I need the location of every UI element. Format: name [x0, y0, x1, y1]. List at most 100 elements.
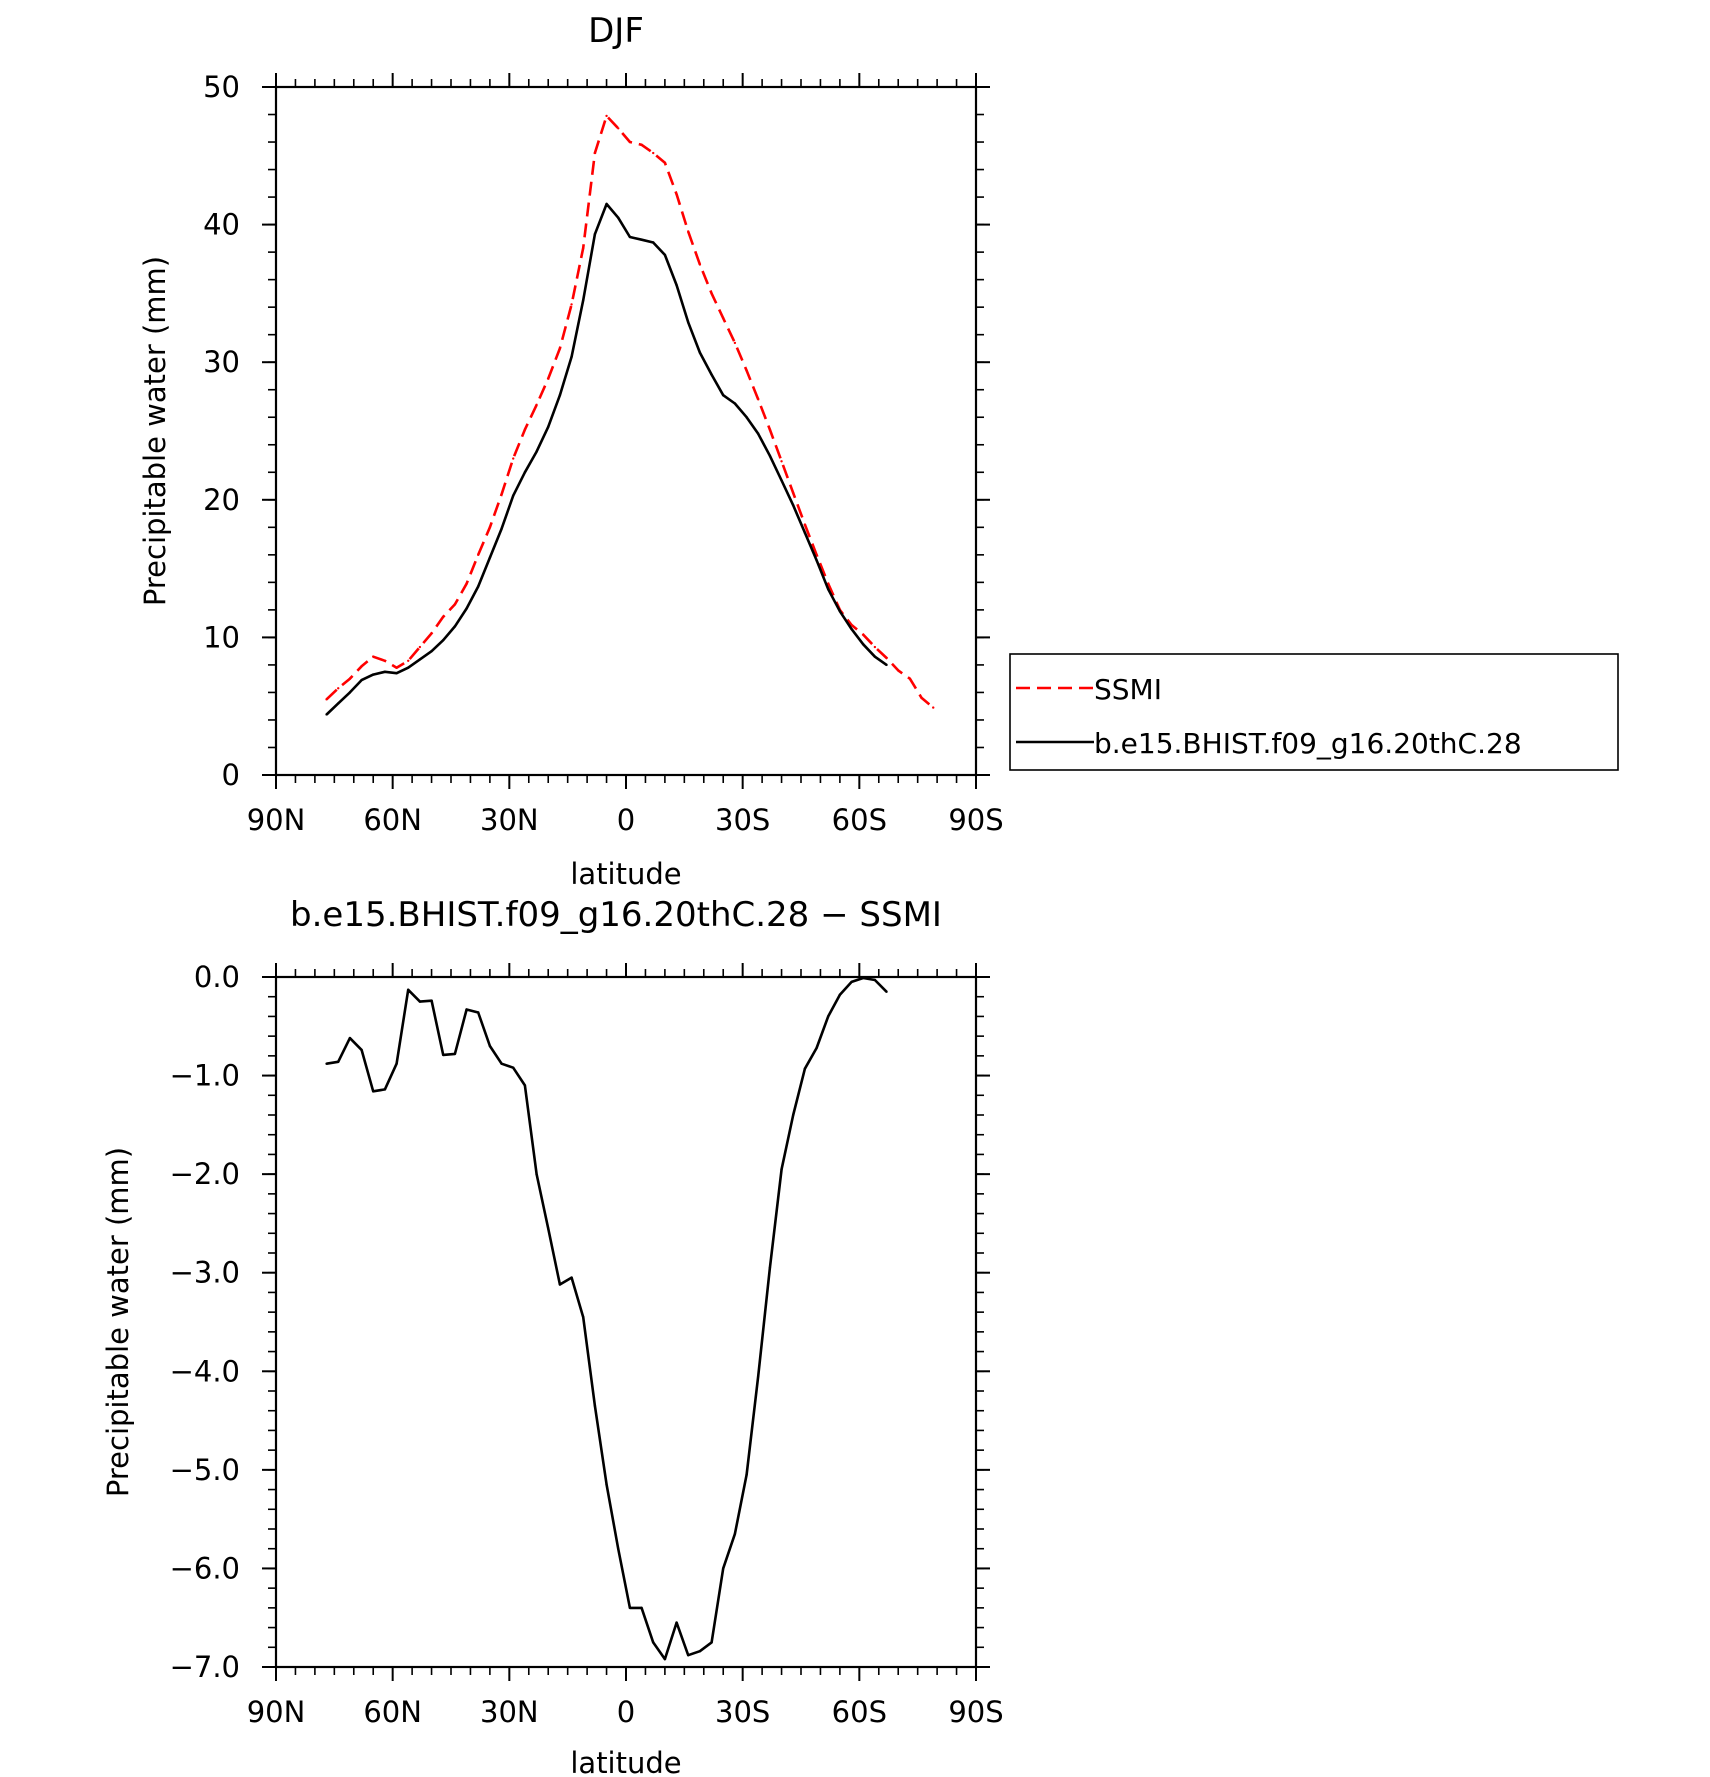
djf-data-point — [535, 450, 538, 453]
djf-data-point — [582, 299, 585, 302]
diff-x-tick-label: 60N — [363, 1695, 422, 1729]
djf-data-point — [873, 645, 877, 649]
djf-data-point — [757, 432, 760, 435]
djf-data-point — [395, 671, 398, 675]
diff-data-point — [582, 1315, 585, 1319]
diff-data-point — [617, 1547, 620, 1550]
djf-data-point — [582, 246, 585, 250]
diff-data-point — [547, 1227, 550, 1230]
legend: SSMI b.e15.BHIST.f09_g16.20thC.28 — [1009, 653, 1619, 771]
diff-data-point — [792, 1113, 795, 1117]
diff-x-tick-label: 90S — [948, 1695, 1003, 1729]
djf-data-point — [792, 504, 795, 507]
djf-data-point — [523, 471, 527, 474]
diff-data-point — [850, 980, 853, 984]
djf-y-tick-label: 30 — [203, 345, 240, 379]
djf-data-point — [885, 656, 888, 660]
djf-data-point — [500, 493, 503, 496]
legend-box — [1009, 653, 1619, 771]
diff-y-tick-label: −6.0 — [170, 1551, 240, 1585]
diff-data-point — [325, 1062, 328, 1065]
djf-data-point — [442, 638, 445, 642]
diff-y-tick-label: −1.0 — [170, 1059, 240, 1093]
diff-data-point — [768, 1266, 772, 1269]
diff-series-difference-line — [326, 976, 888, 1661]
djf-data-point — [628, 235, 632, 239]
diff-x-axis-label: latitude — [570, 1746, 681, 1777]
diff-x-tick-label: 30N — [480, 1695, 539, 1729]
djf-data-point — [873, 655, 877, 658]
djf-x-tick-label: 30S — [715, 803, 770, 837]
diff-data-point — [477, 1011, 480, 1014]
djf-data-point — [733, 402, 737, 405]
diff-data-point — [885, 990, 888, 993]
diff-y-tick-label: −2.0 — [170, 1157, 240, 1191]
djf-series-b-e15-bhist-f09-g16-20thc-28-line — [325, 202, 888, 716]
djf-data-point — [757, 398, 760, 401]
djf-chart-title: DJF — [588, 11, 644, 51]
djf-data-point — [675, 193, 678, 196]
djf-data-point — [547, 377, 550, 380]
diff-data-point — [465, 1008, 468, 1011]
djf-data-point — [722, 394, 725, 397]
diff-y-tick-label: −5.0 — [170, 1453, 240, 1487]
djf-data-point — [698, 351, 702, 354]
djf-data-point — [710, 373, 713, 376]
djf-panel: DJF 90N 60N 30N 0 30S 60S 90S 0 10 20 30 40 50 latitud… — [138, 11, 1619, 891]
djf-data-point — [407, 659, 410, 662]
djf-data-point — [570, 355, 573, 358]
diff-data-point — [640, 1606, 643, 1610]
djf-data-point — [722, 316, 725, 320]
diff-data-point — [512, 1066, 515, 1069]
djf-data-point — [348, 691, 352, 694]
djf-data-point — [897, 669, 900, 672]
legend-label-0: SSMI — [1094, 673, 1162, 706]
diff-data-point — [815, 1046, 818, 1050]
diff-y-tick-label: −7.0 — [170, 1650, 240, 1684]
djf-data-point — [465, 607, 468, 610]
djf-data-point — [383, 659, 387, 662]
djf-data-point — [337, 687, 340, 690]
djf-y-tick-label: 40 — [203, 208, 240, 242]
djf-y-axis-label: Precipitable water (mm) — [138, 256, 172, 606]
djf-y-tick-label: 10 — [203, 620, 240, 654]
djf-series-ssmi-line — [325, 114, 935, 709]
djf-data-point — [418, 645, 422, 649]
djf-data-point — [663, 161, 667, 164]
diff-data-point — [862, 976, 865, 980]
djf-data-point — [675, 283, 678, 287]
djf-data-point — [570, 303, 573, 306]
djf-data-point — [605, 114, 608, 118]
djf-data-point — [617, 216, 620, 219]
diff-data-point — [722, 1567, 725, 1570]
djf-data-point — [547, 425, 550, 429]
djf-data-point — [815, 553, 818, 557]
djf-data-point — [862, 643, 865, 646]
diff-data-point — [372, 1090, 375, 1093]
djf-data-point — [325, 698, 328, 701]
djf-data-point — [827, 588, 830, 591]
djf-data-point — [932, 706, 935, 709]
djf-data-point — [640, 143, 643, 146]
djf-data-point — [862, 633, 865, 636]
diff-data-point — [675, 1621, 678, 1624]
diff-data-point — [442, 1053, 445, 1057]
djf-data-point — [430, 632, 433, 635]
djf-x-tick-label: 90S — [948, 803, 1003, 837]
djf-data-point — [593, 151, 597, 155]
djf-x-tick-label: 30N — [480, 803, 539, 837]
djf-data-point — [687, 230, 690, 233]
diff-data-point — [360, 1048, 363, 1052]
djf-data-point — [337, 702, 340, 705]
diff-data-point — [628, 1606, 632, 1610]
djf-data-point — [558, 394, 562, 397]
djf-data-point — [465, 582, 468, 585]
djf-data-point — [442, 615, 445, 618]
djf-data-point — [628, 140, 632, 144]
djf-data-point — [640, 238, 643, 241]
diff-data-point — [873, 978, 877, 982]
djf-data-point — [372, 673, 375, 676]
diff-chart-title: b.e15.BHIST.f09_g16.20thC.28 − SSMI — [290, 895, 942, 935]
djf-data-point — [908, 677, 912, 680]
